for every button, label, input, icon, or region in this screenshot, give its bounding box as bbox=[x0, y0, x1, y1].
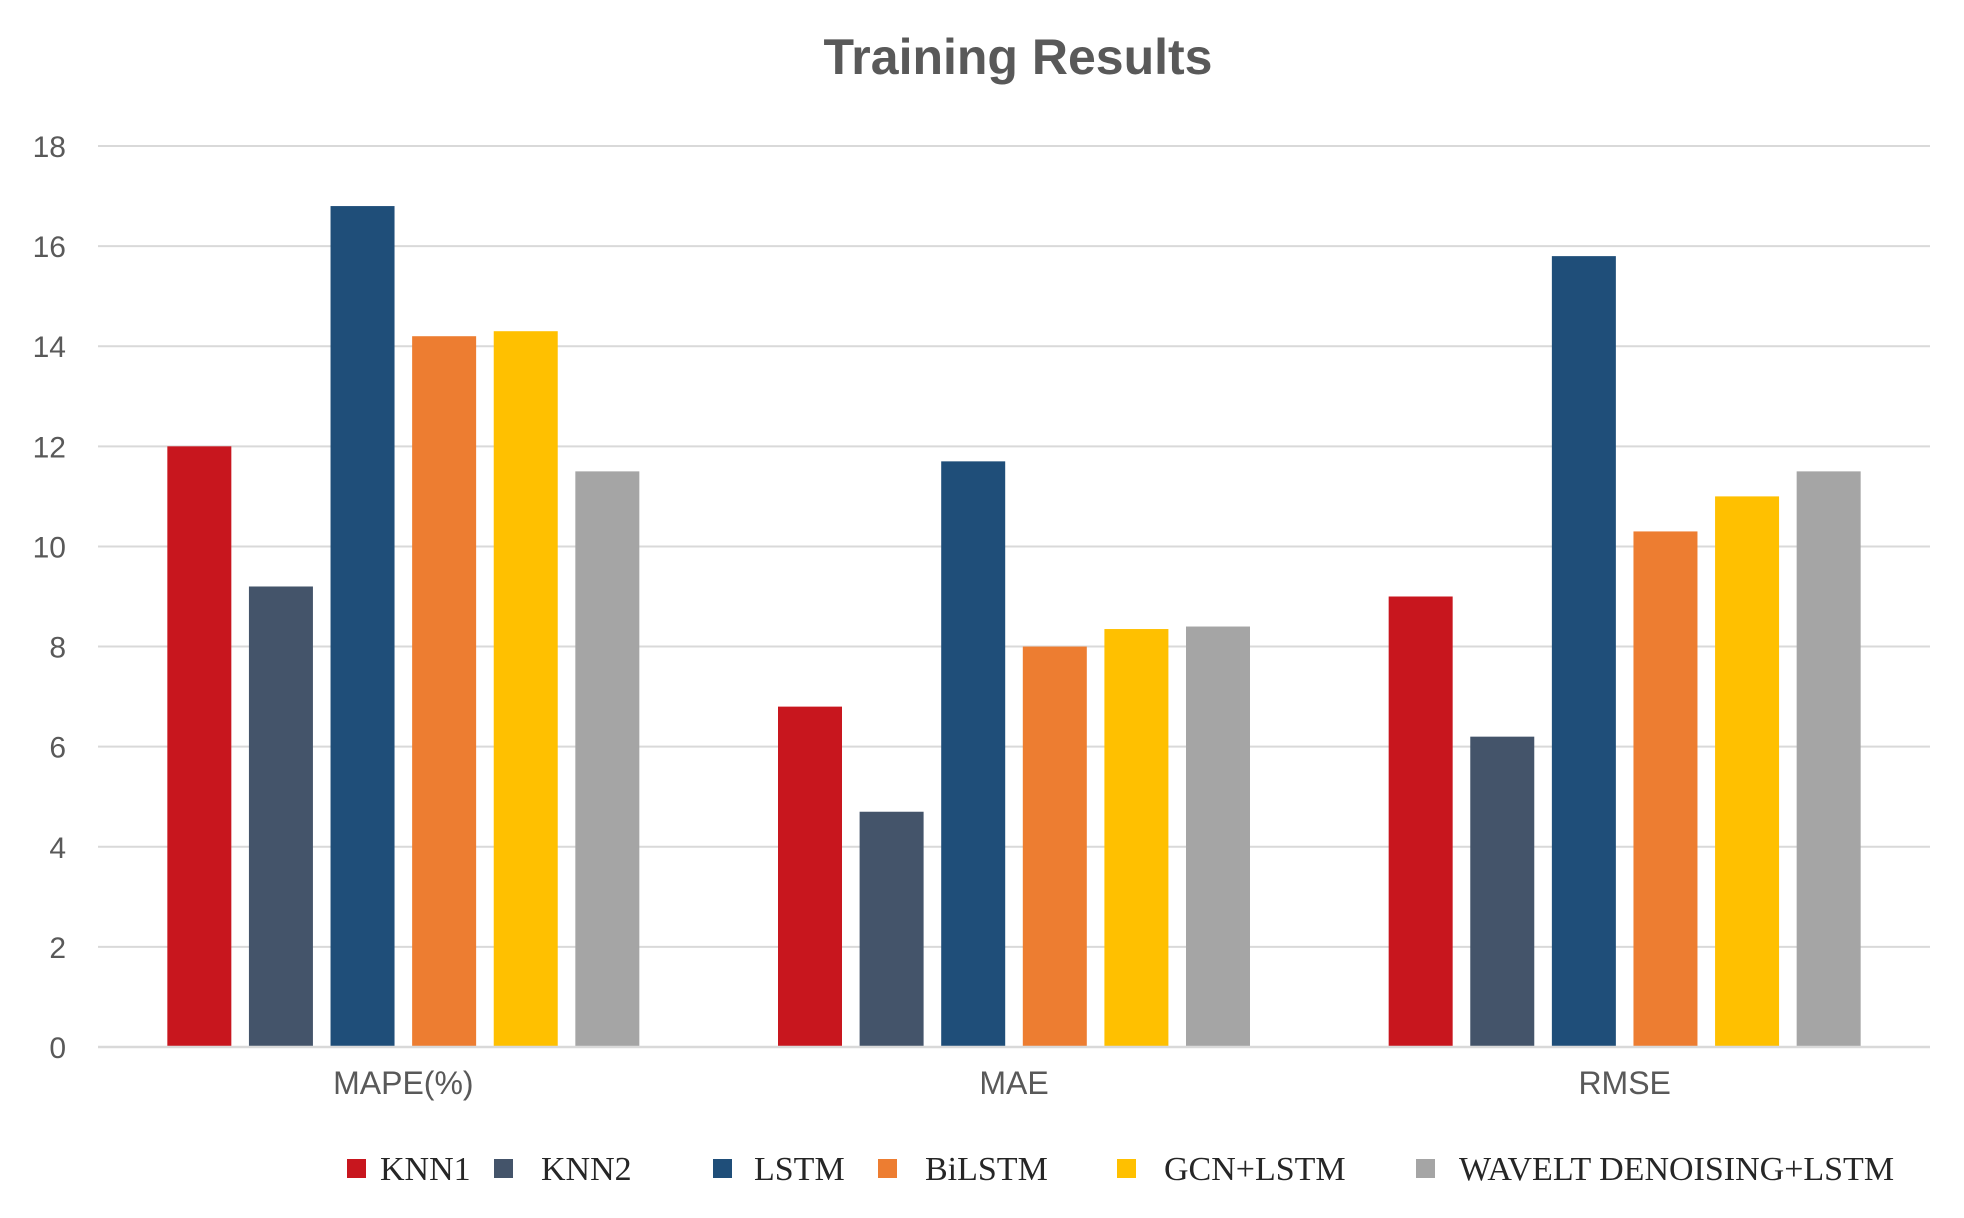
bar-knn2-mae bbox=[859, 811, 924, 1047]
legend-swatch bbox=[347, 1159, 366, 1178]
bar-wavelt-denoising-lstm-mape- bbox=[575, 471, 640, 1048]
y-tick-label: 18 bbox=[33, 131, 66, 164]
y-tick-label: 4 bbox=[49, 832, 66, 865]
bar-bilstm-mae bbox=[1022, 646, 1087, 1047]
bar-gcn-lstm-mae bbox=[1104, 629, 1169, 1047]
y-tick-label: 6 bbox=[49, 732, 66, 765]
bar-gcn-lstm-rmse bbox=[1715, 496, 1780, 1047]
y-tick-label: 2 bbox=[49, 932, 66, 965]
legend-item: BiLSTM bbox=[878, 1151, 1048, 1188]
legend-label: KNN1 bbox=[380, 1151, 471, 1188]
y-tick-label: 10 bbox=[33, 531, 66, 564]
bar-gcn-lstm-mape- bbox=[493, 331, 558, 1047]
bar-knn1-mape- bbox=[167, 446, 232, 1047]
bar-wavelt-denoising-lstm-rmse bbox=[1796, 471, 1861, 1048]
y-tick-label: 12 bbox=[33, 431, 66, 464]
bar-knn1-mae bbox=[778, 706, 842, 1047]
legend-label: KNN2 bbox=[541, 1151, 632, 1188]
y-tick-label: 16 bbox=[33, 231, 66, 264]
legend-item: WAVELT DENOISING+LSTM bbox=[1416, 1151, 1894, 1188]
x-axis-categories: MAPE(%) MAE RMSE bbox=[333, 1065, 1671, 1101]
bars bbox=[167, 206, 1861, 1048]
bar-lstm-rmse bbox=[1551, 256, 1616, 1048]
chart-title: Training Results bbox=[824, 29, 1213, 85]
bar-knn2-rmse bbox=[1470, 736, 1535, 1047]
legend-item: GCN+LSTM bbox=[1117, 1151, 1346, 1188]
legend-swatch bbox=[713, 1159, 732, 1178]
legend-item: LSTM bbox=[713, 1151, 845, 1188]
legend-swatch bbox=[1117, 1159, 1136, 1178]
x-category-label: MAPE(%) bbox=[333, 1065, 473, 1101]
gridlines bbox=[98, 145, 1930, 948]
bar-knn2-mape- bbox=[248, 586, 313, 1047]
bar-lstm-mape- bbox=[330, 206, 395, 1048]
y-tick-label: 0 bbox=[49, 1032, 66, 1065]
legend-label: LSTM bbox=[754, 1151, 845, 1188]
bar-wavelt-denoising-lstm-mae bbox=[1186, 626, 1250, 1047]
bar-bilstm-rmse bbox=[1633, 531, 1698, 1047]
bar-bilstm-mape- bbox=[412, 336, 477, 1047]
x-category-label: RMSE bbox=[1578, 1065, 1670, 1101]
legend-swatch bbox=[494, 1159, 513, 1178]
y-tick-label: 8 bbox=[49, 632, 66, 665]
legend-label: WAVELT DENOISING+LSTM bbox=[1459, 1151, 1894, 1188]
legend-item: KNN2 bbox=[494, 1151, 632, 1188]
y-tick-label: 14 bbox=[33, 331, 66, 364]
y-axis-ticks: 0 2 4 6 8 10 12 14 16 18 bbox=[33, 131, 66, 1065]
x-category-label: MAE bbox=[979, 1065, 1048, 1101]
legend-item: KNN1 bbox=[347, 1151, 471, 1188]
bar-lstm-mae bbox=[941, 461, 1006, 1048]
legend-label: BiLSTM bbox=[925, 1151, 1048, 1188]
legend-label: GCN+LSTM bbox=[1164, 1151, 1346, 1188]
legend: KNN1 KNN2 LSTM BiLSTM GCN+LSTM WAVELT DENOISI… bbox=[347, 1151, 1894, 1188]
legend-swatch bbox=[1416, 1159, 1435, 1178]
bar-knn1-rmse bbox=[1388, 596, 1453, 1047]
legend-swatch bbox=[878, 1159, 897, 1178]
